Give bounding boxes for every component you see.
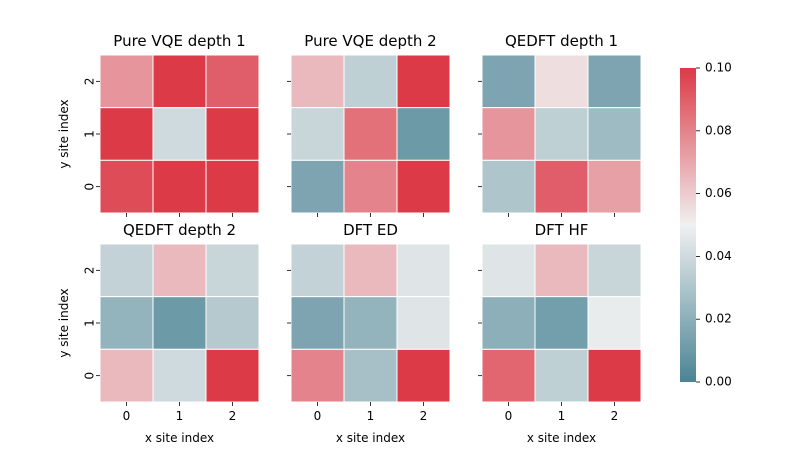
x-tick-label: 2	[420, 409, 428, 423]
heatmap-cell	[99, 243, 154, 298]
x-tick-label: 0	[505, 409, 513, 423]
panel-title: QEDFT depth 2	[123, 221, 236, 239]
heatmap-cell	[290, 348, 345, 403]
heatmap-cell	[343, 348, 398, 403]
heatmap-cell	[152, 296, 207, 350]
panel-title: DFT ED	[343, 221, 398, 239]
heatmap-cell	[205, 243, 260, 298]
heatmap-cell	[152, 159, 207, 214]
heatmap-cell	[290, 107, 345, 161]
heatmap-cell	[587, 54, 642, 109]
heatmap-cell	[290, 296, 345, 350]
heatmap-cell	[396, 159, 451, 214]
heatmap-cell	[152, 54, 207, 109]
heatmap-cell	[396, 243, 451, 298]
x-tick-label: 1	[176, 409, 184, 423]
heatmap-cell	[587, 243, 642, 298]
x-tick-label: 0	[314, 409, 322, 423]
heatmap-cell	[587, 159, 642, 214]
y-tick-label: 2	[83, 267, 97, 275]
heatmap-cell	[481, 54, 536, 109]
heatmap-cell	[205, 107, 260, 161]
heatmap-cell	[534, 243, 589, 298]
colorbar-tick-label: 0.08	[705, 123, 732, 137]
colorbar	[680, 68, 696, 382]
colorbar-tick-label: 0.04	[705, 249, 732, 263]
heatmap-cell	[99, 296, 154, 350]
y-tick-label: 2	[83, 78, 97, 86]
y-tick-label: 1	[83, 130, 97, 138]
heatmap-cell	[152, 243, 207, 298]
x-tick-label: 0	[123, 409, 131, 423]
heatmap-cell	[534, 107, 589, 161]
colorbar-tick-label: 0.06	[705, 186, 732, 200]
heatmap-cell	[290, 54, 345, 109]
heatmap-cell	[396, 348, 451, 403]
heatmap-cell	[343, 159, 398, 214]
heatmap-cell	[343, 107, 398, 161]
heatmap-cell	[343, 296, 398, 350]
heatmap-cell	[534, 54, 589, 109]
heatmap-cell	[396, 107, 451, 161]
x-tick-label: 2	[229, 409, 237, 423]
heatmap-cell	[396, 296, 451, 350]
heatmap-cell	[534, 159, 589, 214]
heatmap-cell	[99, 348, 154, 403]
heatmap-cell	[396, 54, 451, 109]
heatmap-cell	[290, 243, 345, 298]
heatmap-cell	[587, 348, 642, 403]
x-tick-label: 2	[611, 409, 619, 423]
colorbar-tick-label: 0.10	[705, 61, 732, 75]
heatmap-cell	[481, 243, 536, 298]
heatmap-cell	[343, 54, 398, 109]
heatmap-cell	[152, 107, 207, 161]
heatmap-cell	[534, 348, 589, 403]
x-axis-label: x site index	[527, 431, 596, 445]
x-axis-label: x site index	[336, 431, 405, 445]
x-tick-label: 1	[558, 409, 566, 423]
colorbar-tick-label: 0.02	[705, 312, 732, 326]
heatmap-cell	[587, 107, 642, 161]
x-tick-label: 1	[367, 409, 375, 423]
heatmap-cell	[481, 348, 536, 403]
heatmap-cell	[481, 107, 536, 161]
heatmap-cell	[481, 159, 536, 214]
y-tick-label: 0	[83, 183, 97, 191]
heatmap-cell	[481, 296, 536, 350]
y-tick-label: 0	[83, 372, 97, 380]
x-axis-label: x site index	[145, 431, 214, 445]
panel-title: DFT HF	[535, 221, 589, 239]
y-axis-label: y site index	[57, 288, 71, 357]
heatmap-cell	[205, 159, 260, 214]
heatmap-cell	[99, 107, 154, 161]
heatmap-cell	[205, 54, 260, 109]
heatmap-cell	[99, 54, 154, 109]
heatmap-cell	[587, 296, 642, 350]
heatmap-cell	[343, 243, 398, 298]
y-tick-label: 1	[83, 319, 97, 327]
colorbar-tick-label: 0.00	[705, 375, 732, 389]
panel-title: Pure VQE depth 2	[304, 32, 436, 50]
heatmap-cell	[99, 159, 154, 214]
heatmap-cell	[152, 348, 207, 403]
heatmap-cell	[205, 296, 260, 350]
heatmap-cell	[534, 296, 589, 350]
panel-title: Pure VQE depth 1	[113, 32, 245, 50]
y-axis-label: y site index	[57, 99, 71, 168]
heatmap-cell	[205, 348, 260, 403]
panel-title: QEDFT depth 1	[505, 32, 618, 50]
heatmap-cell	[290, 159, 345, 214]
